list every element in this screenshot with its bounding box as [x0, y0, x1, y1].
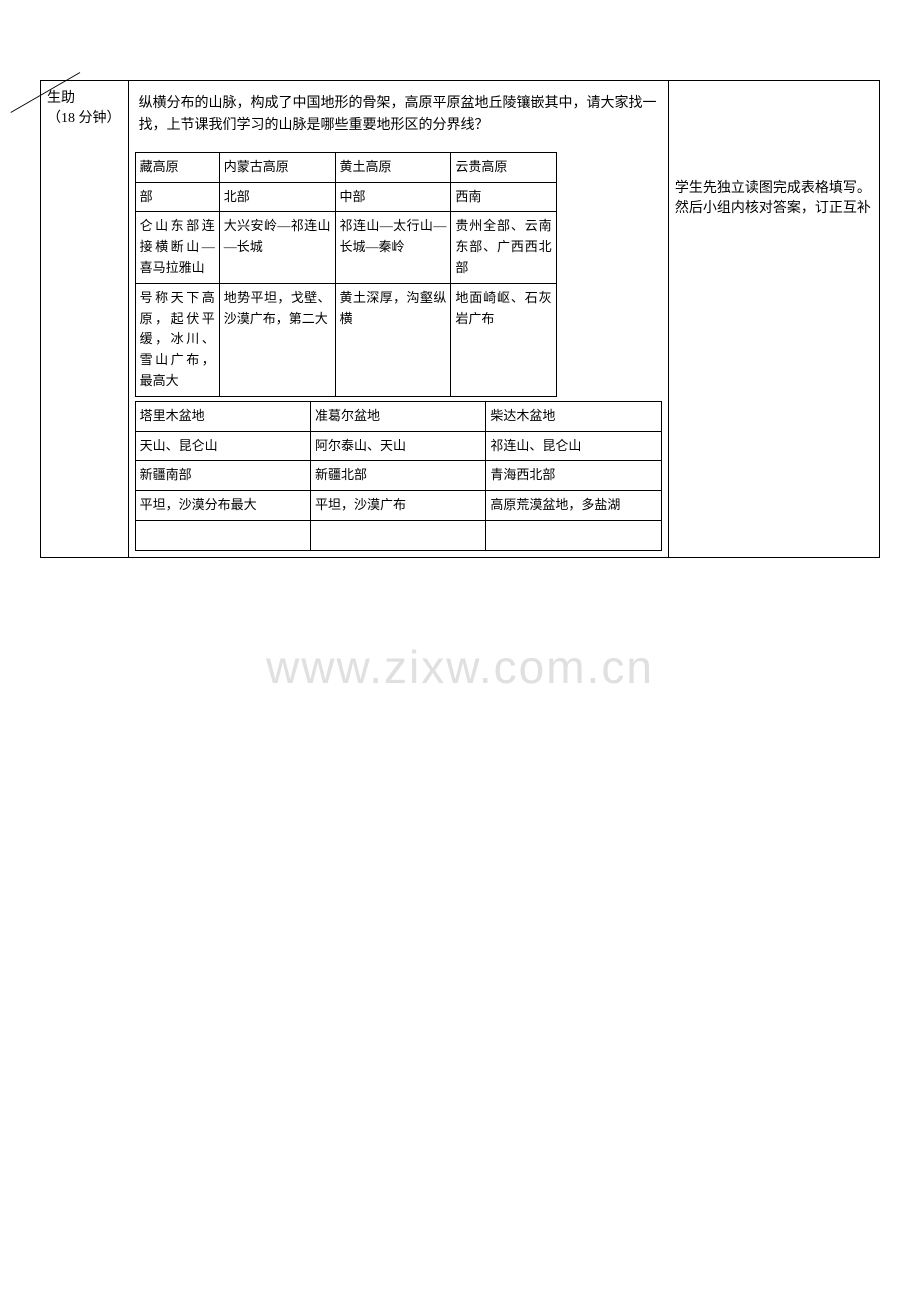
- cell: 祁连山、昆仑山: [486, 431, 661, 461]
- left-label-cell: 生助 （18 分钟）: [41, 81, 129, 558]
- cell: 北部: [219, 182, 335, 212]
- cell: 云贵高原: [451, 152, 556, 182]
- main-lesson-table: 生助 （18 分钟） 纵横分布的山脉，构成了中国地形的骨架，高原平原盆地丘陵镶嵌…: [40, 80, 880, 558]
- plateau-table: 藏高原 内蒙古高原 黄土高原 云贵高原 部 北部 中部 西南 仑山东: [135, 152, 662, 397]
- blank-cell: [556, 283, 661, 396]
- table-row: 号称天下高原，起伏平缓，冰川、雪山广布，最高大 地势平坦，戈壁、沙漠广布，第二大…: [135, 283, 661, 396]
- cell: 内蒙古高原: [219, 152, 335, 182]
- note-line2: 然后小组内核对答案，订正互补: [675, 197, 873, 217]
- cell: 青海西北部: [486, 461, 661, 491]
- cell: 新疆北部: [310, 461, 485, 491]
- cell: 号称天下高原，起伏平缓，冰川、雪山广布，最高大: [135, 283, 219, 396]
- cell: 中部: [335, 182, 451, 212]
- cell: 柴达木盆地: [486, 401, 661, 431]
- right-notes-cell: 学生先独立读图完成表格填写。 然后小组内核对答案，订正互补: [668, 81, 879, 558]
- intro-paragraph: 纵横分布的山脉，构成了中国地形的骨架，高原平原盆地丘陵镶嵌其中，请大家找一找，上…: [135, 87, 662, 148]
- cell: 大兴安岭—祁连山—长城: [219, 212, 335, 283]
- cell: 藏高原: [135, 152, 219, 182]
- cell: 贵州全部、云南东部、广西西北部: [451, 212, 556, 283]
- table-row: 塔里木盆地 准葛尔盆地 柴达木盆地: [135, 401, 661, 431]
- table-row: 平坦，沙漠分布最大 平坦，沙漠广布 高原荒漠盆地，多盐湖: [135, 491, 661, 521]
- blank-cell: [556, 182, 661, 212]
- blank-cell: [556, 212, 661, 283]
- cell: 西南: [451, 182, 556, 212]
- cell: [486, 520, 661, 550]
- label-shengzhu: 生助: [47, 87, 122, 107]
- table-row: 部 北部 中部 西南: [135, 182, 661, 212]
- document-container: www.zixw.com.cn 生助 （18 分钟） 纵横分布的山脉，构成了中国…: [40, 80, 880, 558]
- cell: 新疆南部: [135, 461, 310, 491]
- table-row: 仑山东部连接横断山—喜马拉雅山 大兴安岭—祁连山—长城 祁连山—太行山—长城—秦…: [135, 212, 661, 283]
- cell: 地面崎岖、石灰岩广布: [451, 283, 556, 396]
- cell: 黄土高原: [335, 152, 451, 182]
- cell: 地势平坦，戈壁、沙漠广布，第二大: [219, 283, 335, 396]
- label-time: （18 分钟）: [47, 107, 122, 127]
- cell: 部: [135, 182, 219, 212]
- cell: 黄土深厚，沟壑纵横: [335, 283, 451, 396]
- cell: 塔里木盆地: [135, 401, 310, 431]
- blank-cell: [556, 152, 661, 182]
- watermark-text: www.zixw.com.cn: [266, 640, 654, 694]
- table-row: [135, 520, 661, 550]
- table-row: 藏高原 内蒙古高原 黄土高原 云贵高原: [135, 152, 661, 182]
- spacer: [675, 87, 873, 177]
- middle-content-cell: 纵横分布的山脉，构成了中国地形的骨架，高原平原盆地丘陵镶嵌其中，请大家找一找，上…: [128, 81, 668, 558]
- cell: 平坦，沙漠分布最大: [135, 491, 310, 521]
- cell: 祁连山—太行山—长城—秦岭: [335, 212, 451, 283]
- cell: 仑山东部连接横断山—喜马拉雅山: [135, 212, 219, 283]
- note-line1: 学生先独立读图完成表格填写。: [675, 177, 873, 197]
- cell: 准葛尔盆地: [310, 401, 485, 431]
- cell: [310, 520, 485, 550]
- cell: 天山、昆仑山: [135, 431, 310, 461]
- table-row: 天山、昆仑山 阿尔泰山、天山 祁连山、昆仑山: [135, 431, 661, 461]
- cell: 平坦，沙漠广布: [310, 491, 485, 521]
- table-row: 新疆南部 新疆北部 青海西北部: [135, 461, 661, 491]
- cell: 阿尔泰山、天山: [310, 431, 485, 461]
- basin-table: 塔里木盆地 准葛尔盆地 柴达木盆地 天山、昆仑山 阿尔泰山、天山 祁连山、昆仑山…: [135, 401, 662, 551]
- cell: [135, 520, 310, 550]
- cell: 高原荒漠盆地，多盐湖: [486, 491, 661, 521]
